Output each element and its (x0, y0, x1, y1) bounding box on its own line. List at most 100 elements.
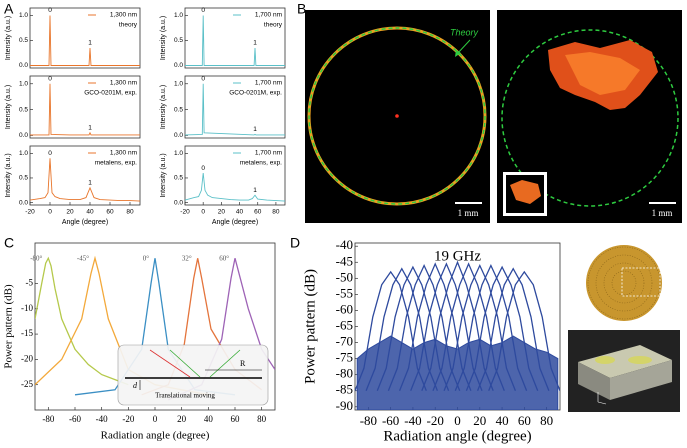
line (398, 262, 472, 391)
y-tick-label: 1.0 (174, 150, 183, 157)
y-axis-label: Intensity (a.u.) (160, 16, 167, 60)
inset-label: Translational moving (155, 392, 215, 400)
chart: 0.0 0.5 1.0 Intensity (a.u.) 1,300 nm theory 0… (5, 7, 141, 69)
x-tick-label: 40 (496, 413, 509, 428)
legend-label: 1,300 nm (110, 150, 137, 157)
y-tick-label: -60 (336, 301, 353, 316)
line (30, 15, 140, 66)
line (30, 83, 140, 136)
inset-label: R (240, 359, 246, 368)
legend-subtitle: metalens, exp. (95, 160, 137, 167)
x-axis-label: Radiation angle (degree) (383, 428, 531, 444)
y-tick-label: -50 (336, 269, 353, 284)
x-tick-label: -80 (42, 414, 54, 424)
y-tick-label: 1.0 (19, 12, 28, 19)
peak-label: 0 (48, 75, 52, 82)
series-group (185, 15, 285, 66)
legend-subtitle: theory (264, 22, 283, 29)
y-tick-label: 0.0 (19, 199, 28, 206)
panel-label: D (290, 235, 300, 251)
y-tick-label: 0.5 (19, 175, 28, 182)
y-axis-label: Intensity (a.u.) (5, 153, 12, 197)
chart: 0.0 0.5 1.0 Intensity (a.u.) 1,700 nm theory 0… (160, 7, 286, 69)
x-tick-label: 80 (257, 414, 267, 424)
x-tick-label: 60 (254, 209, 262, 216)
legend-label: 1,300 nm (110, 12, 137, 19)
y-tick-label: -80 (336, 366, 353, 381)
y-tick-label: -40 (336, 237, 353, 252)
x-tick-label: 80 (126, 209, 134, 216)
line (410, 262, 483, 391)
line (432, 262, 505, 391)
peak-label: 0 (201, 7, 205, 14)
x-tick-label: 80 (272, 209, 280, 216)
y-tick-label: 1.0 (174, 12, 183, 19)
y-tick-label: 0.5 (19, 106, 28, 113)
peak-label: 1 (253, 187, 257, 194)
y-tick-label: 0.5 (19, 37, 28, 44)
chart: 0.0 0.5 1.0 Intensity (a.u.) 1,300 nm GCO-020… (5, 75, 141, 139)
peak-label: 0 (48, 7, 52, 14)
line (454, 263, 528, 391)
panel-b-left: Theory 1 mm (305, 10, 490, 223)
series-label: 0° (143, 255, 150, 263)
panel-label: C (4, 235, 14, 251)
y-tick-label: 0.5 (174, 175, 183, 182)
legend-subtitle: GCO-0201M, exp. (229, 90, 282, 97)
peak-label: 0 (48, 150, 52, 157)
x-tick-label: 60 (106, 209, 114, 216)
series-group (30, 15, 140, 66)
series-label: -80° (30, 255, 42, 263)
y-axis-label: Intensity (a.u.) (160, 85, 167, 129)
x-tick-label: -40 (96, 414, 108, 424)
legend-label: 1,700 nm (255, 12, 282, 19)
y-tick-label: 0.0 (19, 132, 28, 139)
legend-label: 1,300 nm (110, 80, 137, 87)
x-tick-label: 60 (518, 413, 531, 428)
plot-area (29, 75, 141, 139)
legend-subtitle: metalens, exp. (240, 160, 282, 167)
series-group (30, 83, 140, 136)
series-group (185, 83, 285, 136)
y-tick-label: 1.0 (174, 80, 183, 87)
x-tick-label: -20 (427, 413, 444, 428)
y-tick-label: -45 (336, 253, 353, 268)
line (365, 267, 439, 391)
inset-label: d (133, 381, 138, 390)
panel-label: B (297, 1, 306, 17)
legend-subtitle: theory (119, 22, 138, 29)
y-tick-label: 0.0 (174, 199, 183, 206)
x-tick-label: 40 (236, 209, 244, 216)
line (421, 260, 494, 391)
peak-label: 0 (201, 165, 205, 172)
x-tick-label: 20 (218, 209, 226, 216)
area (356, 335, 559, 410)
y-tick-label: 0.5 (174, 106, 183, 113)
y-tick-label: -70 (336, 334, 353, 349)
plot-area (29, 7, 141, 69)
chart-title: 19 GHz (434, 248, 481, 264)
chart: -90-85-80-75-70-65-60-55-50-45-40-80 -60-… (302, 237, 561, 444)
scale-bar-label: 1 mm (458, 208, 479, 218)
y-tick-label: 0.0 (174, 62, 183, 69)
panel-label: A (4, 1, 14, 17)
x-axis-label: Angle (degree) (212, 219, 258, 226)
y-axis-label: Power pattern (dB) (3, 284, 15, 369)
y-tick-label: -90 (336, 398, 353, 413)
line (387, 263, 461, 391)
line (355, 270, 427, 391)
x-tick-label: -20 (122, 414, 134, 424)
inset-ray (169, 349, 201, 378)
legend-subtitle: GCO-0201M, exp. (84, 90, 137, 97)
series-label: -45° (77, 255, 89, 263)
x-tick-label: 20 (177, 414, 187, 424)
line (185, 172, 285, 202)
plot-area (184, 75, 286, 139)
peak-label: 1 (253, 40, 257, 47)
series-group (30, 158, 140, 202)
x-tick-label: 40 (86, 209, 94, 216)
peak-label: 0 (201, 75, 205, 82)
y-tick-label: -85 (336, 382, 353, 397)
line (443, 263, 517, 391)
